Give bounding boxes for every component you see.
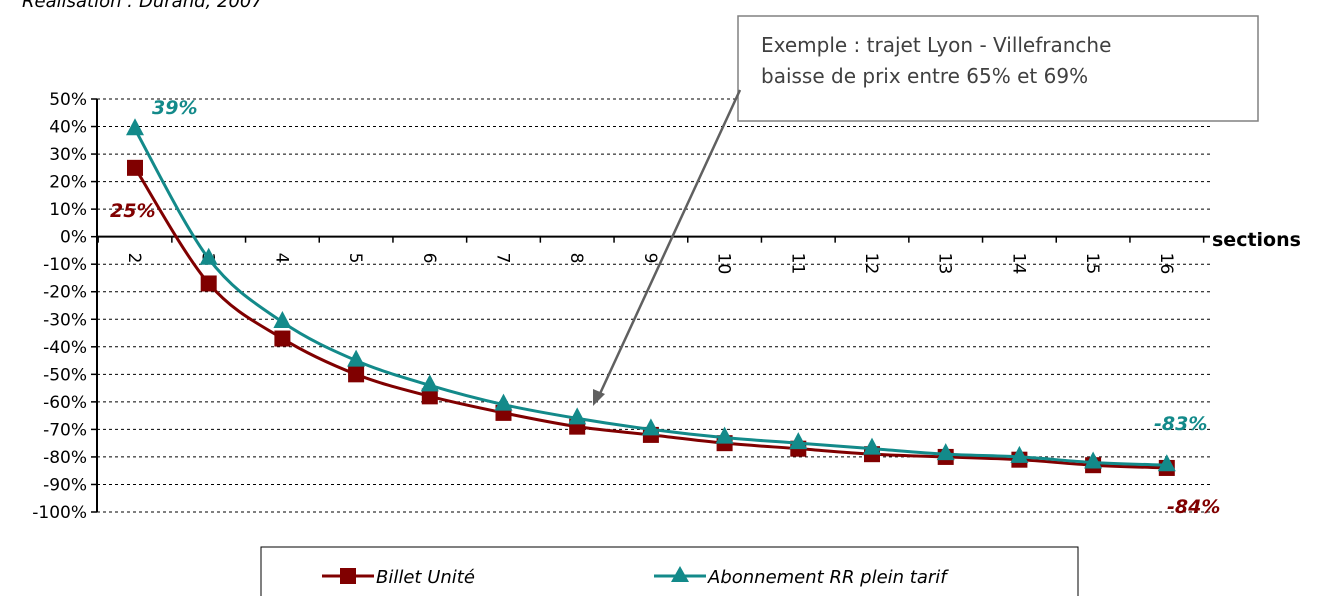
data-point bbox=[1010, 445, 1029, 463]
y-tick-label: 10% bbox=[49, 200, 87, 220]
data-point bbox=[641, 418, 660, 436]
x-tick-label: 4 bbox=[271, 253, 291, 264]
series-line bbox=[133, 128, 1167, 467]
caption: Réalisation : Durand, 2007 bbox=[22, 0, 263, 12]
y-tick-label: -90% bbox=[43, 475, 87, 495]
y-axis: 50% 40% 30% 20% 10% 0% -10% -20% -30% -40% -50% -60… bbox=[32, 90, 98, 523]
x-tick-label: 7 bbox=[493, 253, 513, 264]
data-point bbox=[1084, 451, 1103, 469]
data-point bbox=[348, 366, 365, 383]
data-point bbox=[273, 311, 292, 329]
x-tick-label: 5 bbox=[345, 253, 365, 264]
x-axis: 2345678910111213141516 bbox=[97, 235, 1210, 275]
callout-arrow bbox=[596, 89, 742, 399]
y-tick-label: -30% bbox=[43, 310, 87, 330]
legend-marker-billet-unite bbox=[340, 568, 356, 584]
y-tick-label: 40% bbox=[49, 118, 87, 138]
annotations: 39% 25% -83% -84% bbox=[110, 97, 1220, 518]
annotation-minus-84: -84% bbox=[1167, 496, 1220, 518]
x-tick-label: 14 bbox=[1008, 253, 1028, 275]
x-tick-label: 9 bbox=[640, 253, 660, 264]
data-point bbox=[1157, 454, 1176, 472]
y-tick-label: -20% bbox=[43, 283, 87, 303]
series-layer bbox=[126, 118, 1176, 476]
legend-label-abonnement: Abonnement RR plein tarif bbox=[707, 567, 949, 588]
y-tick-label: 0% bbox=[60, 228, 87, 248]
data-point bbox=[936, 443, 955, 461]
x-tick-label: 12 bbox=[861, 253, 881, 275]
x-tick-label: 13 bbox=[935, 253, 955, 275]
data-point bbox=[715, 426, 734, 444]
callout-line-1: Exemple : trajet Lyon - Villefranche bbox=[761, 33, 1111, 57]
data-point bbox=[863, 437, 881, 455]
legend-marker-abonnement bbox=[671, 566, 689, 582]
data-point bbox=[421, 388, 438, 405]
data-point bbox=[789, 432, 808, 450]
x-tick-label: 16 bbox=[1156, 253, 1176, 275]
y-tick-label: -100% bbox=[32, 503, 87, 523]
x-tick-label: 6 bbox=[419, 253, 439, 264]
data-point bbox=[420, 374, 439, 392]
x-tick-label: 15 bbox=[1082, 253, 1102, 275]
data-point bbox=[347, 349, 366, 367]
data-point bbox=[127, 159, 143, 176]
legend-label-billet-unite: Billet Unité bbox=[376, 567, 475, 588]
series-1 bbox=[126, 118, 1176, 472]
y-tick-label: -60% bbox=[43, 393, 87, 413]
y-tick-label: -50% bbox=[43, 365, 87, 385]
callout-box bbox=[737, 15, 1259, 122]
x-tick-label: 10 bbox=[714, 253, 734, 275]
y-tick-label: -40% bbox=[43, 338, 87, 358]
callout-arrowhead bbox=[593, 389, 605, 406]
data-point bbox=[494, 393, 513, 411]
legend: Billet Unité Abonnement RR plein tarif bbox=[260, 546, 1079, 596]
y-tick-label: 50% bbox=[49, 90, 87, 110]
annotation-39: 39% bbox=[152, 97, 197, 119]
data-point bbox=[274, 330, 291, 347]
y-tick-label: -10% bbox=[43, 255, 87, 275]
x-axis-title: sections bbox=[1212, 229, 1301, 251]
data-point bbox=[568, 407, 587, 425]
x-tick-label: 2 bbox=[124, 253, 144, 264]
y-tick-label: 20% bbox=[49, 173, 87, 193]
data-point bbox=[126, 118, 144, 136]
x-tick-label: 8 bbox=[566, 253, 586, 264]
annotation-25: 25% bbox=[110, 200, 155, 222]
x-tick-label: 11 bbox=[787, 253, 807, 275]
legend-box bbox=[260, 546, 1079, 596]
y-tick-label: -80% bbox=[43, 448, 87, 468]
y-tick-label: -70% bbox=[43, 420, 87, 440]
data-point bbox=[200, 275, 217, 292]
annotation-minus-83: -83% bbox=[1154, 413, 1207, 435]
y-tick-label: 30% bbox=[49, 145, 87, 165]
callout-line-2: baisse de prix entre 65% et 69% bbox=[761, 64, 1088, 88]
callout: Exemple : trajet Lyon - Villefranche bai… bbox=[593, 15, 1259, 406]
gridlines bbox=[97, 98, 1210, 513]
data-point bbox=[199, 247, 218, 265]
